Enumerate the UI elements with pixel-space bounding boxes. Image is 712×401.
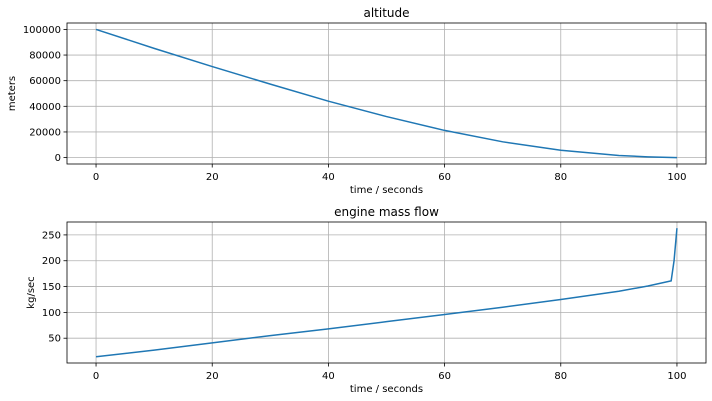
x-tick-label: 60: [438, 172, 451, 183]
x-tick-label: 60: [438, 371, 451, 382]
x-tick-label: 40: [322, 371, 335, 382]
x-tick-label: 100: [667, 172, 686, 183]
series-line: [95, 28, 677, 159]
x-tick-label: 0: [93, 172, 99, 183]
y-tick-label: 60000: [29, 76, 61, 87]
chart-title: engine mass flow: [334, 205, 439, 219]
plot-frame: [66, 221, 707, 364]
x-tick-label: 0: [93, 371, 99, 382]
x-tick-label: 80: [554, 371, 567, 382]
x-tick-label: 20: [206, 172, 219, 183]
y-tick-label: 20000: [29, 127, 61, 138]
y-tick-label: 40000: [29, 102, 61, 113]
y-tick-label: 200: [42, 256, 61, 267]
chart-panel-1: 0 20 40 60 80 100 50 100 150 200 250 engine mass fl…: [26, 205, 707, 395]
y-tick-label: 80000: [29, 51, 61, 62]
x-tick-label: 20: [206, 371, 219, 382]
plot-frame: [66, 22, 707, 165]
x-axis-label: time / seconds: [350, 185, 423, 196]
y-tick-label: 150: [42, 282, 61, 293]
chart-panel-0: 0 20 40 60 80 100 0 20000 40000 60000 80000 100000 a…: [7, 6, 707, 196]
chart-title: altitude: [363, 6, 409, 20]
y-tick-label: 250: [42, 230, 61, 241]
y-axis-label: meters: [7, 76, 18, 111]
y-axis-label: kg/sec: [26, 276, 37, 308]
y-tick-label: 100: [42, 308, 61, 319]
x-tick-label: 40: [322, 172, 335, 183]
y-tick-label: 100000: [23, 25, 61, 36]
x-tick-label: 80: [554, 172, 567, 183]
y-tick-label: 0: [55, 153, 61, 164]
x-tick-label: 100: [667, 371, 686, 382]
y-tick-label: 50: [48, 334, 61, 345]
x-axis-label: time / seconds: [350, 384, 423, 395]
series-line: [95, 228, 678, 358]
